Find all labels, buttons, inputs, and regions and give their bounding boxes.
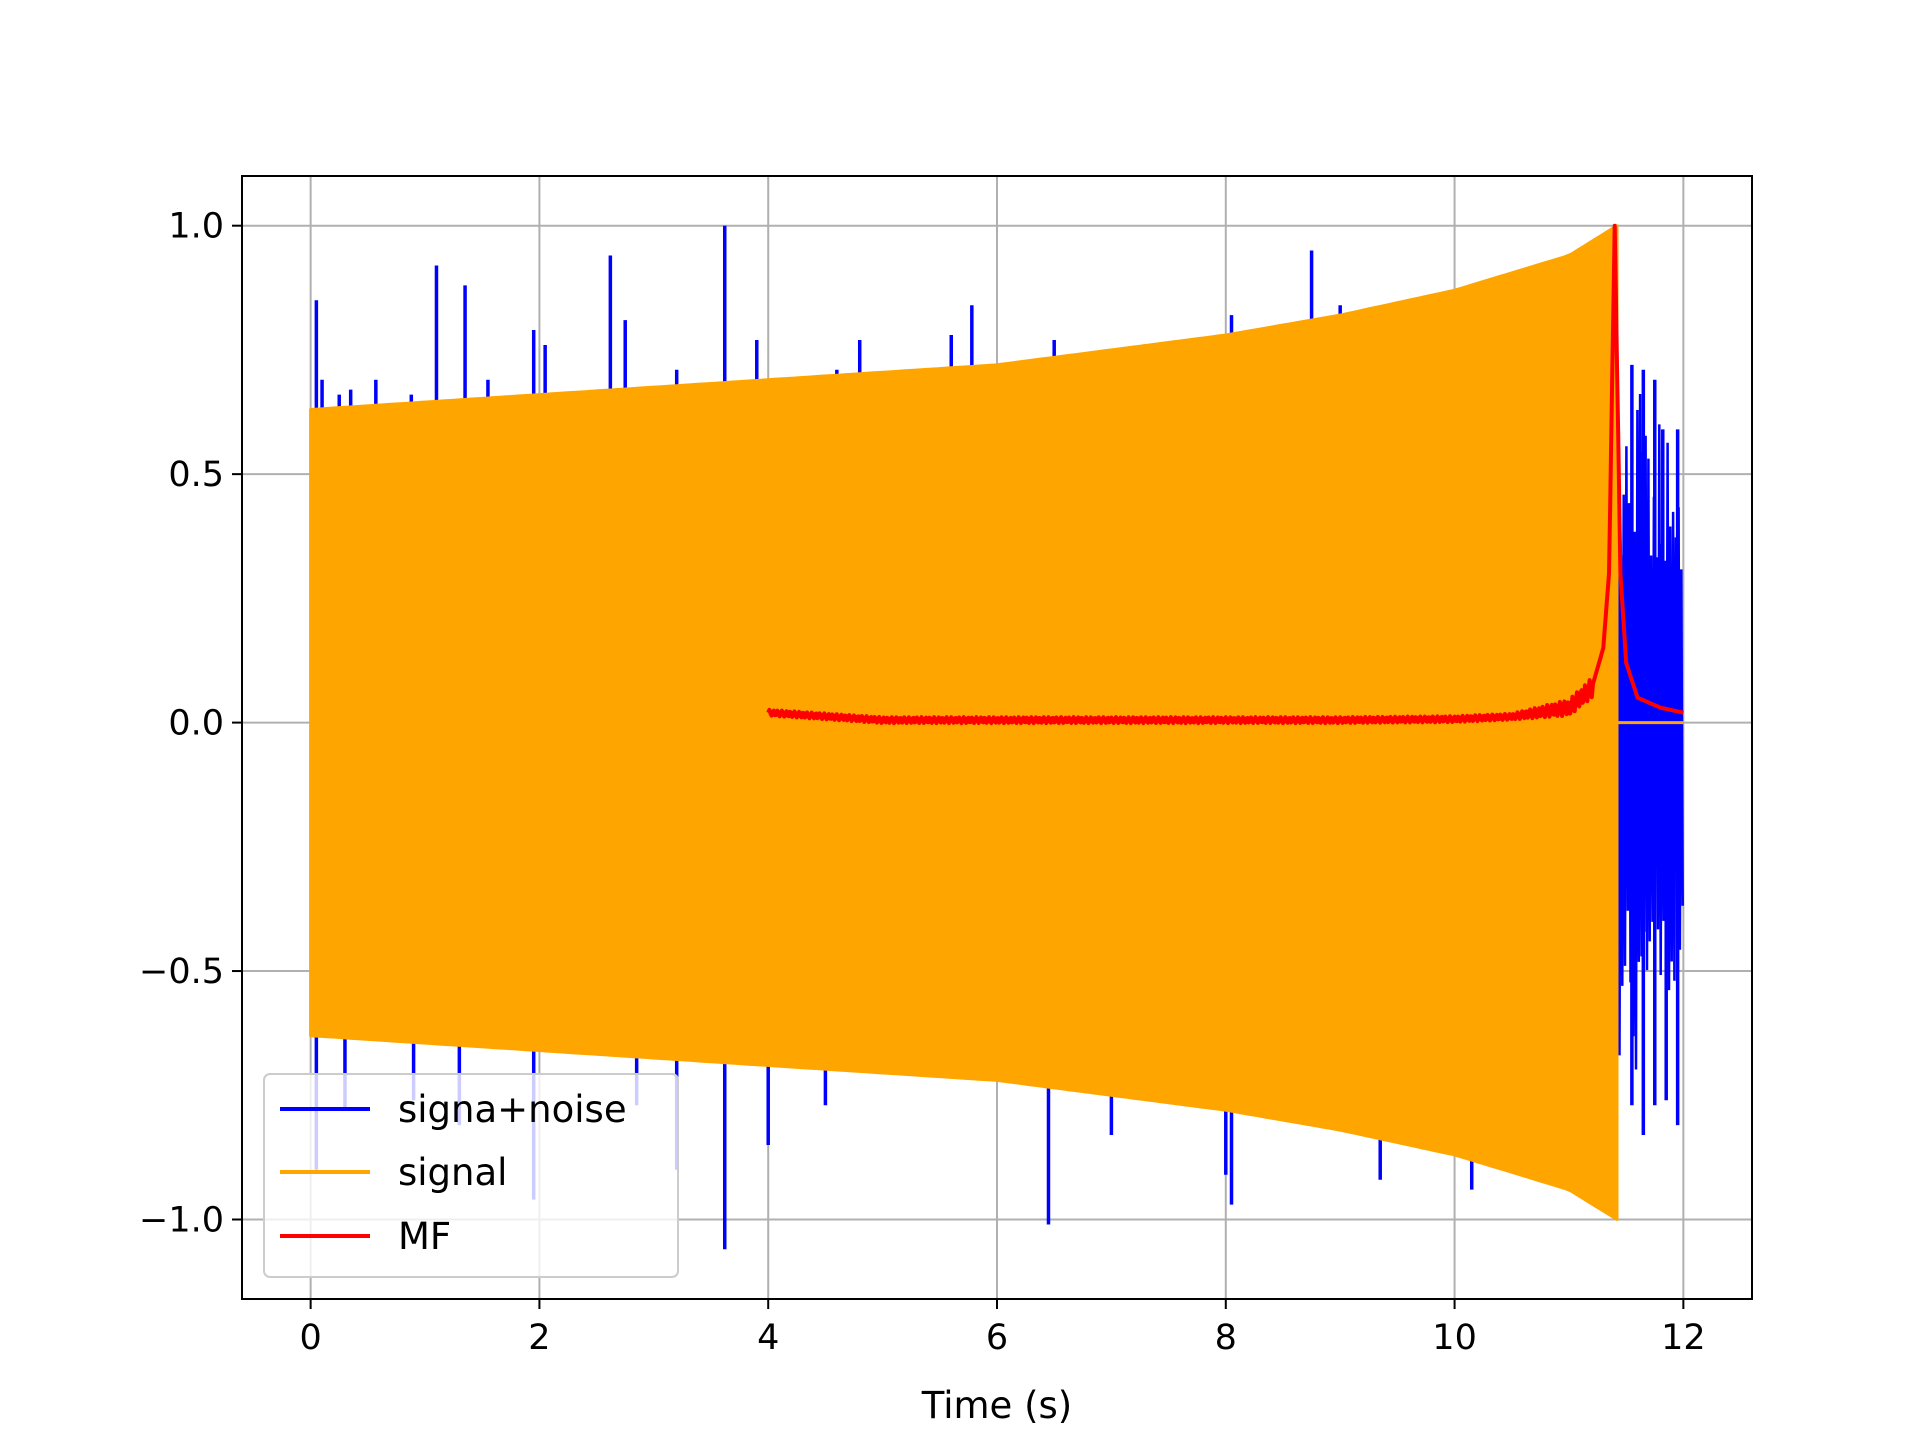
plot-area [309, 223, 1685, 1250]
series-mf [766, 223, 1685, 726]
x-tick-label: 0 [299, 1318, 321, 1358]
y-axis: −1.0 −0.5 0.0 0.5 1.0 [139, 207, 242, 1240]
y-tick-label: −0.5 [139, 952, 224, 992]
x-tick-label: 12 [1661, 1318, 1706, 1358]
legend-box [263, 1073, 679, 1278]
legend-label-mf: MF [398, 1215, 451, 1258]
mf-line [766, 223, 1685, 726]
x-tick-label: 10 [1432, 1318, 1477, 1358]
y-tick-label: −1.0 [139, 1200, 224, 1240]
x-tick-label: 2 [528, 1318, 550, 1358]
legend-label-signal: signal [398, 1151, 507, 1194]
x-tick-label: 4 [757, 1318, 779, 1358]
legend: signa+noise signal MF [263, 1073, 679, 1278]
x-axis: 0 2 4 6 8 10 12 [299, 1299, 1706, 1358]
legend-label-signa-noise: signa+noise [398, 1088, 627, 1131]
y-tick-label: 0.5 [168, 455, 224, 495]
x-axis-label: Time (s) [921, 1384, 1072, 1427]
x-tick-label: 6 [986, 1318, 1008, 1358]
y-tick-label: 1.0 [168, 207, 224, 247]
x-tick-label: 8 [1215, 1318, 1237, 1358]
y-tick-label: 0.0 [168, 704, 224, 744]
noise-tail [1616, 380, 1684, 1070]
